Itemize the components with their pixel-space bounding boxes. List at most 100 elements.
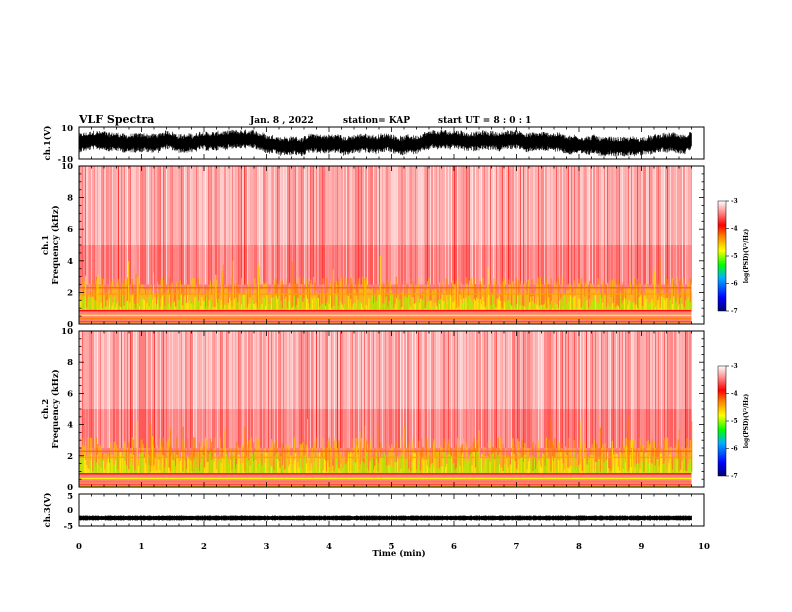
spec-band bbox=[427, 281, 429, 310]
figure-title: VLF Spectra bbox=[78, 113, 154, 126]
spec-band bbox=[245, 290, 247, 310]
spec-band-green bbox=[667, 467, 669, 473]
spec-streak bbox=[337, 166, 338, 285]
ch1-colorbar: -3-4-5-6-7 log(PSD)(V²/Hz) bbox=[717, 198, 750, 315]
spec-streak bbox=[518, 331, 520, 448]
spec-streak bbox=[361, 166, 362, 285]
spec-band-green bbox=[262, 451, 264, 473]
spec-band-green bbox=[285, 296, 287, 310]
spec-band bbox=[281, 281, 283, 310]
spec-band bbox=[322, 437, 324, 473]
y-tick-label: 2 bbox=[67, 288, 73, 298]
spec-band-green bbox=[165, 457, 167, 473]
spec-band bbox=[304, 289, 306, 310]
spec-band bbox=[469, 280, 471, 310]
spec-streak bbox=[658, 331, 659, 448]
spec-band-green bbox=[388, 465, 390, 473]
spec-band-green bbox=[161, 454, 163, 473]
spec-band-green bbox=[358, 303, 360, 310]
spec-band bbox=[415, 292, 417, 310]
spec-band-green bbox=[415, 453, 417, 473]
spec-streak bbox=[337, 331, 338, 448]
spec-streak bbox=[271, 331, 272, 448]
spec-band-green bbox=[118, 305, 120, 310]
spec-streak bbox=[149, 331, 151, 448]
spec-streak bbox=[206, 331, 208, 448]
spec-band-green bbox=[139, 453, 141, 473]
spec-band-green bbox=[251, 454, 253, 473]
spec-band-green bbox=[181, 294, 183, 310]
spec-spike bbox=[377, 424, 379, 472]
spec-streak bbox=[542, 331, 544, 448]
spec-streak bbox=[535, 331, 536, 448]
spec-band bbox=[539, 457, 541, 473]
spec-band-green bbox=[187, 455, 189, 473]
spec-hline bbox=[79, 317, 692, 320]
spec-band-green bbox=[505, 463, 507, 473]
y-tick-label: 10 bbox=[61, 162, 73, 172]
spec-hline bbox=[79, 293, 692, 295]
spec-streak bbox=[104, 166, 106, 285]
spec-band-green bbox=[675, 302, 677, 310]
spec-band-green bbox=[376, 299, 378, 310]
spec-streak bbox=[266, 166, 268, 285]
spec-band-green bbox=[649, 302, 651, 310]
spec-band bbox=[541, 457, 543, 473]
spec-streak bbox=[193, 331, 194, 448]
spec-band-green bbox=[629, 302, 631, 310]
spec-streak bbox=[578, 166, 580, 285]
spec-streak bbox=[562, 331, 563, 448]
spec-band-green bbox=[373, 469, 375, 473]
spec-streak bbox=[139, 166, 140, 285]
spec-band-green bbox=[142, 454, 144, 473]
spec-band-green bbox=[608, 468, 610, 473]
spec-streak bbox=[158, 166, 160, 285]
spec-band bbox=[175, 287, 177, 310]
spec-band bbox=[265, 282, 267, 310]
spec-band bbox=[389, 449, 391, 473]
spec-streak bbox=[622, 166, 623, 285]
spec-band-green bbox=[560, 451, 562, 473]
spec-streak bbox=[380, 166, 382, 285]
spec-streak bbox=[400, 166, 401, 285]
spec-streak bbox=[355, 166, 356, 285]
spec-spike bbox=[487, 267, 489, 309]
spec-streak bbox=[619, 166, 620, 285]
spec-streak bbox=[278, 166, 280, 285]
spec-streak bbox=[653, 331, 655, 448]
spec-band bbox=[370, 290, 372, 310]
spec-band-green bbox=[267, 456, 269, 473]
spec-band bbox=[608, 293, 610, 310]
spec-band-green bbox=[464, 299, 466, 310]
spec-band-green bbox=[563, 469, 565, 473]
spec-spike bbox=[244, 427, 246, 472]
spec-band bbox=[533, 295, 535, 310]
spec-band-green bbox=[140, 298, 142, 310]
spec-streak bbox=[322, 166, 323, 285]
spec-band-green bbox=[529, 302, 531, 310]
spec-streak bbox=[577, 166, 578, 285]
spec-streak bbox=[191, 166, 193, 285]
spec-band-green bbox=[149, 294, 151, 310]
spec-band-green bbox=[83, 296, 85, 310]
spec-streak bbox=[688, 331, 689, 448]
spec-band bbox=[236, 283, 238, 310]
spec-band-green bbox=[647, 463, 649, 473]
spec-streak bbox=[511, 331, 512, 448]
spec-streak bbox=[94, 331, 95, 448]
spec-spike bbox=[433, 439, 435, 472]
spec-band bbox=[125, 449, 127, 473]
spec-streak bbox=[374, 331, 376, 448]
spec-band-green bbox=[597, 300, 599, 310]
spec-streak bbox=[247, 166, 248, 285]
spec-streak bbox=[290, 166, 292, 285]
spec-streak bbox=[646, 331, 647, 448]
spec-streak bbox=[556, 331, 557, 448]
spec-band-green bbox=[676, 299, 678, 310]
spec-band-green bbox=[371, 296, 373, 310]
spec-band-green bbox=[368, 470, 370, 473]
spec-band bbox=[296, 450, 298, 473]
spec-band-green bbox=[88, 295, 90, 310]
spec-streak bbox=[365, 166, 367, 285]
spec-band-green bbox=[178, 300, 180, 310]
